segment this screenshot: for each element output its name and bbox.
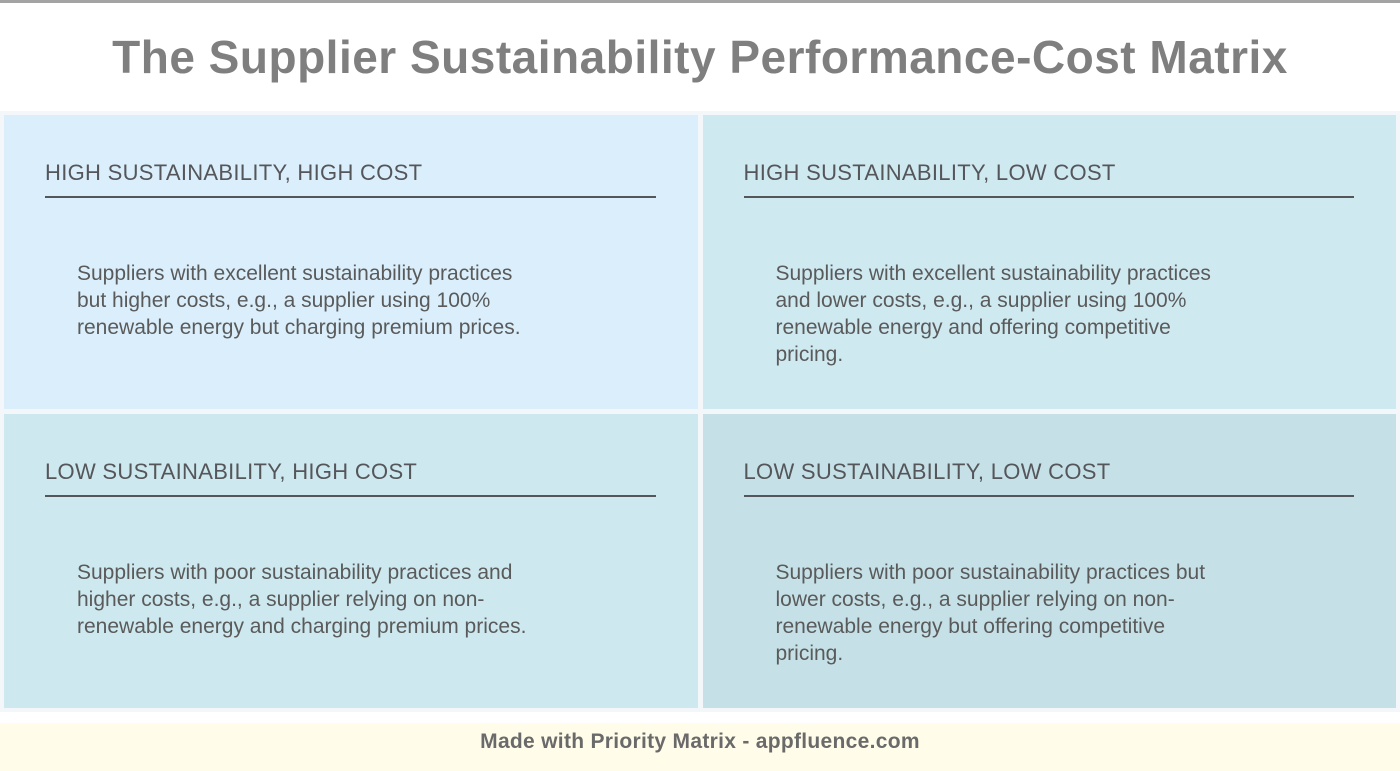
quadrant-description: Suppliers with excellent sustainability … — [775, 262, 1211, 366]
quadrant-description: Suppliers with excellent sustainability … — [77, 262, 521, 339]
title-bar: The Supplier Sustainability Performance-… — [0, 3, 1400, 111]
quadrant-low-sustainability-high-cost: LOW SUSTAINABILITY, HIGH COST Suppliers … — [4, 414, 698, 708]
quadrant-low-sustainability-low-cost: LOW SUSTAINABILITY, LOW COST Suppliers w… — [702, 414, 1396, 708]
quadrant-grid: HIGH SUSTAINABILITY, HIGH COST Suppliers… — [0, 111, 1400, 712]
footer-separator — [0, 712, 1400, 723]
quadrant-high-sustainability-high-cost: HIGH SUSTAINABILITY, HIGH COST Suppliers… — [4, 115, 698, 409]
attribution-text: Made with Priority Matrix - appfluence.c… — [480, 730, 920, 753]
quadrant-header: HIGH SUSTAINABILITY, LOW COST — [743, 160, 1354, 198]
page-title: The Supplier Sustainability Performance-… — [112, 31, 1288, 83]
quadrant-description: Suppliers with poor sustainability pract… — [77, 561, 527, 638]
top-border — [0, 0, 1400, 3]
quadrant-high-sustainability-low-cost: HIGH SUSTAINABILITY, LOW COST Suppliers … — [702, 115, 1396, 409]
quadrant-header: LOW SUSTAINABILITY, HIGH COST — [45, 459, 656, 497]
quadrant-header: LOW SUSTAINABILITY, LOW COST — [743, 459, 1354, 497]
footer-bar: Made with Priority Matrix - appfluence.c… — [0, 723, 1400, 771]
quadrant-header: HIGH SUSTAINABILITY, HIGH COST — [45, 160, 656, 198]
quadrant-description: Suppliers with poor sustainability pract… — [775, 561, 1206, 665]
